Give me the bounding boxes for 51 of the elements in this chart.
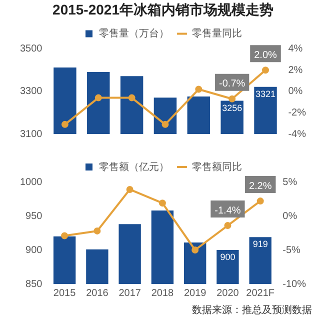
y-tick-label: 3300 [20,86,43,98]
x-tick-label: 2016 [86,288,109,299]
x-tick-label: 2019 [184,288,207,299]
point [228,95,236,102]
data-label: 900 [220,252,236,262]
x-tick-label: 2018 [151,288,174,299]
legend-label: 零售额同比 [192,160,242,173]
y2-tick-label: 0% [288,86,303,98]
y2-tick-label: 5% [282,176,298,188]
y-tick-label: 1000 [20,176,43,188]
chart-title: 2015-2021年冰箱内销市场规模走势 [52,1,274,18]
y2-tick-label: -5% [282,244,301,256]
y2-tick-label: -4% [288,128,306,140]
y-tick-label: 950 [26,210,43,222]
point [61,120,68,128]
y-tick-label: 850 [26,278,43,290]
y-tick-label: 3500 [20,44,43,55]
source-note: 数据来源：推总及预测数据 [191,304,313,318]
x-tick-label: 2021F [246,288,275,299]
data-label: 3256 [222,102,242,113]
legend-label: 零售额（亿元） [99,160,169,173]
y2-tick-label: 0% [282,210,298,222]
y-tick-label: 3100 [20,128,43,140]
x-tick-label: 2015 [53,288,76,299]
point [224,222,232,230]
data-label: 3321 [255,88,276,99]
data-label: -0.7% [219,78,246,90]
data-label: 2.0% [254,50,278,61]
x-tick-label: 2020 [216,288,240,299]
y2-tick-label: -2% [288,107,306,118]
x-tick-label: 2017 [118,288,142,299]
point [128,94,136,102]
data-label: 919 [252,239,268,250]
point [162,120,169,128]
point [94,227,101,234]
y2-tick-label: 4% [288,44,303,55]
point [262,66,270,74]
data-label: 2.2% [248,180,272,192]
data-label: -1.4% [214,205,241,216]
point [192,246,199,254]
legend-label: 零售量同比 [192,28,242,40]
point [158,200,166,207]
point [256,198,264,205]
point [126,186,134,193]
y2-tick-label: 2% [288,64,303,76]
y-tick-label: 900 [26,244,43,256]
y2-tick-label: -10% [282,278,306,290]
point [195,86,202,93]
point [94,94,102,102]
legend-label: 零售量（万台） [99,28,169,40]
point [61,232,68,240]
